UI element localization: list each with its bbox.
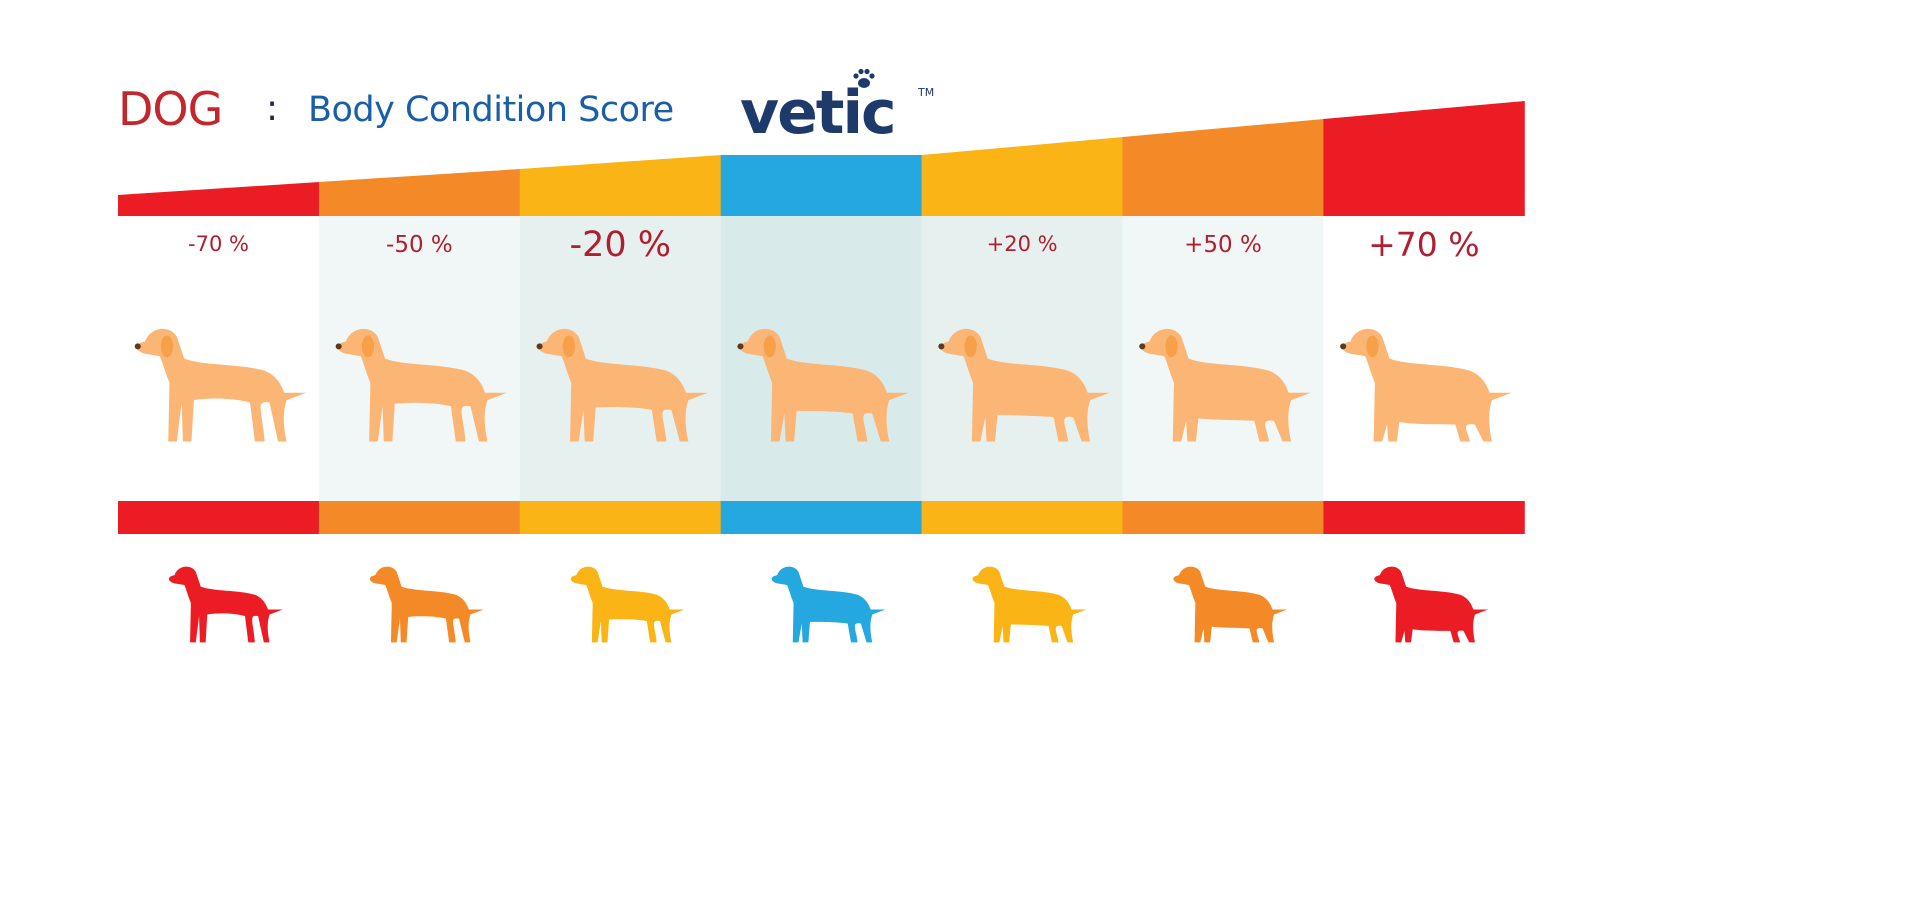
bottom-scale-segment	[1122, 501, 1324, 534]
dog-icon	[771, 566, 886, 643]
top-scale-segment	[519, 155, 722, 216]
animal-title: DOG	[118, 82, 223, 136]
weight-change-label: +70 %	[1368, 225, 1480, 264]
bottom-scale-segment	[720, 501, 923, 534]
top-scale-segment	[1323, 101, 1525, 216]
dog-icon	[369, 566, 484, 643]
column-background	[1122, 216, 1324, 501]
dog-illustration	[737, 328, 909, 442]
bottom-scale-segment	[1323, 501, 1525, 534]
dog-illustration	[335, 328, 508, 442]
dog-illustration	[1139, 328, 1311, 442]
dog-icon	[1173, 566, 1288, 643]
dog-icon	[570, 566, 685, 643]
weight-change-label: -20 %	[569, 225, 672, 265]
column-background	[720, 216, 923, 501]
column-background	[519, 216, 722, 501]
column-background	[921, 216, 1123, 501]
top-scale-segment	[118, 182, 320, 216]
bottom-scale-segment	[921, 501, 1123, 534]
weight-change-label: -70 %	[188, 232, 249, 256]
paw-icon	[853, 68, 875, 88]
weight-change-label: +50 %	[1184, 232, 1262, 258]
column-background	[118, 216, 320, 501]
bottom-scale-segment	[519, 501, 722, 534]
chart-subtitle: Body Condition Score	[308, 90, 674, 130]
column-background	[318, 216, 521, 501]
weight-change-label: -50 %	[386, 232, 453, 258]
dog-illustration	[536, 328, 708, 442]
top-scale-segment	[318, 169, 521, 216]
dog-illustration	[938, 328, 1110, 442]
dog-illustration	[134, 328, 307, 442]
dog-icon	[168, 566, 283, 643]
column-background	[1323, 216, 1525, 501]
bottom-scale-segment	[318, 501, 521, 534]
vetic-logo: vetic	[740, 78, 897, 148]
dog-illustration	[1340, 328, 1512, 442]
title-separator: :	[266, 88, 279, 129]
bottom-scale-segment	[118, 501, 320, 534]
top-scale-segment	[720, 155, 923, 216]
weight-change-label: +20 %	[986, 232, 1058, 256]
top-scale-segment	[1122, 119, 1324, 216]
top-scale-segment	[921, 137, 1123, 216]
dog-icon	[1374, 566, 1489, 643]
logo-trademark: TM	[918, 86, 935, 99]
dog-icon	[972, 566, 1087, 643]
